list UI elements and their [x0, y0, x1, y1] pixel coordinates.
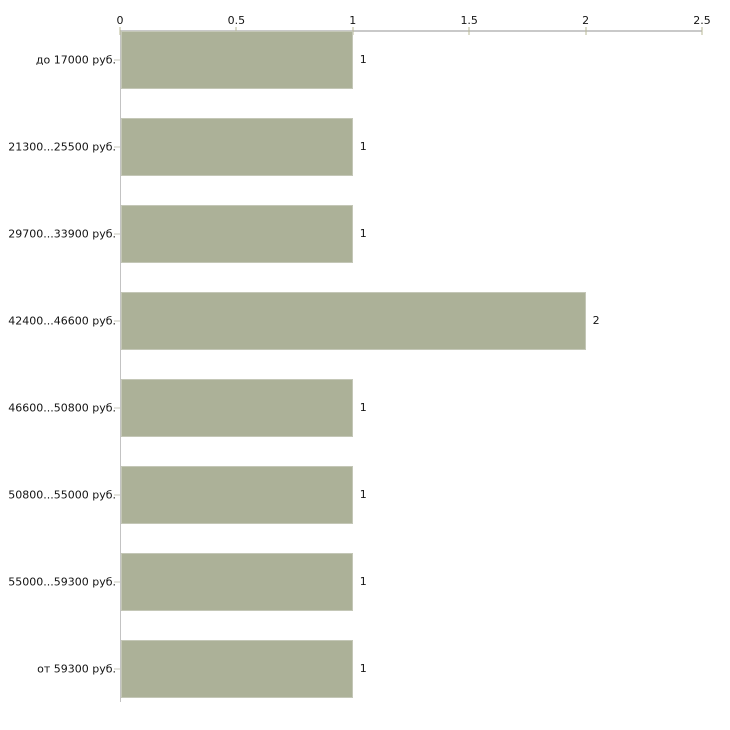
category-label: 42400...46600 руб. [8, 314, 116, 328]
category-label: 29700...33900 руб. [8, 227, 116, 241]
x-axis-tick-mark [119, 27, 121, 35]
bar [121, 292, 586, 350]
category-tick-mark [114, 233, 120, 235]
bar [121, 466, 353, 524]
x-axis-tick-label: 2.5 [693, 14, 711, 27]
value-label: 1 [359, 227, 367, 240]
category-tick-mark [114, 668, 120, 670]
category-label: 55000...59300 руб. [8, 575, 116, 589]
category-tick-mark [114, 581, 120, 583]
value-label: 2 [592, 314, 600, 327]
category-tick-mark [114, 407, 120, 409]
y-axis-line [120, 30, 121, 702]
bar [121, 118, 353, 176]
x-axis-tick-label: 2 [582, 14, 590, 27]
value-label: 1 [359, 401, 367, 414]
bar [121, 553, 353, 611]
category-label: от 59300 руб. [37, 662, 116, 676]
x-axis-tick-label: 0.5 [227, 14, 246, 27]
category-label: до 17000 руб. [35, 53, 116, 67]
x-axis-tick-label: 1.5 [460, 14, 478, 27]
value-label: 1 [359, 575, 367, 588]
x-axis-tick-mark [701, 27, 703, 35]
x-axis-tick-mark [468, 27, 470, 35]
bar [121, 205, 353, 263]
category-tick-mark [114, 494, 120, 496]
bar [121, 31, 353, 89]
category-tick-mark [114, 320, 120, 322]
value-label: 1 [359, 488, 367, 501]
value-label: 1 [359, 140, 367, 153]
value-label: 1 [359, 662, 367, 675]
x-axis-tick-label: 1 [349, 14, 357, 27]
category-tick-mark [114, 146, 120, 148]
category-label: 50800...55000 руб. [8, 488, 116, 502]
x-axis-line [120, 30, 702, 32]
bar [121, 640, 353, 698]
bar [121, 379, 353, 437]
category-label: 21300...25500 руб. [8, 140, 116, 154]
x-axis-tick-mark [585, 27, 587, 35]
value-label: 1 [359, 53, 367, 66]
x-axis-tick-label: 0 [116, 14, 124, 27]
category-tick-mark [114, 59, 120, 61]
category-label: 46600...50800 руб. [8, 401, 116, 415]
